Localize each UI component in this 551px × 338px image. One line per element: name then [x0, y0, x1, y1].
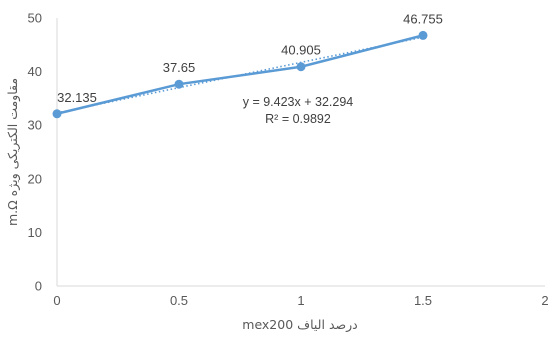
x-tick-label: 2	[541, 293, 548, 308]
x-tick-label: 0	[53, 293, 60, 308]
y-axis-title: مقاومت الکتریکی ویژه m.Ω	[5, 78, 21, 226]
data-labels: 32.135 37.65 40.905 46.755	[57, 11, 443, 104]
x-tick-labels: 0 0.5 1 1.5 2	[53, 293, 548, 308]
series-line	[56, 34, 424, 115]
y-tick-label: 10	[28, 225, 42, 240]
y-tick-label: 0	[35, 279, 42, 294]
x-tick-label: 1.5	[414, 293, 432, 308]
data-label: 32.135	[57, 90, 97, 105]
data-points	[52, 30, 428, 119]
data-label: 37.65	[163, 60, 196, 75]
x-axis-title: درصد الیاف mex200	[242, 317, 357, 333]
data-point	[296, 62, 306, 72]
data-point	[418, 30, 428, 40]
y-tick-label: 30	[28, 118, 42, 133]
data-label: 40.905	[281, 43, 321, 58]
y-tick-labels: 0 10 20 30 40 50	[28, 11, 42, 294]
x-tick-label: 0.5	[170, 293, 188, 308]
data-point	[174, 79, 184, 89]
data-label: 46.755	[403, 11, 443, 26]
x-tick-label: 1	[297, 293, 304, 308]
y-tick-label: 40	[28, 64, 42, 79]
trendline-equation: y = 9.423x + 32.294	[243, 95, 354, 109]
y-tick-label: 50	[28, 11, 42, 26]
trendline-r-squared: R² = 0.9892	[265, 112, 331, 126]
data-point	[52, 109, 62, 119]
y-tick-label: 20	[28, 171, 42, 186]
